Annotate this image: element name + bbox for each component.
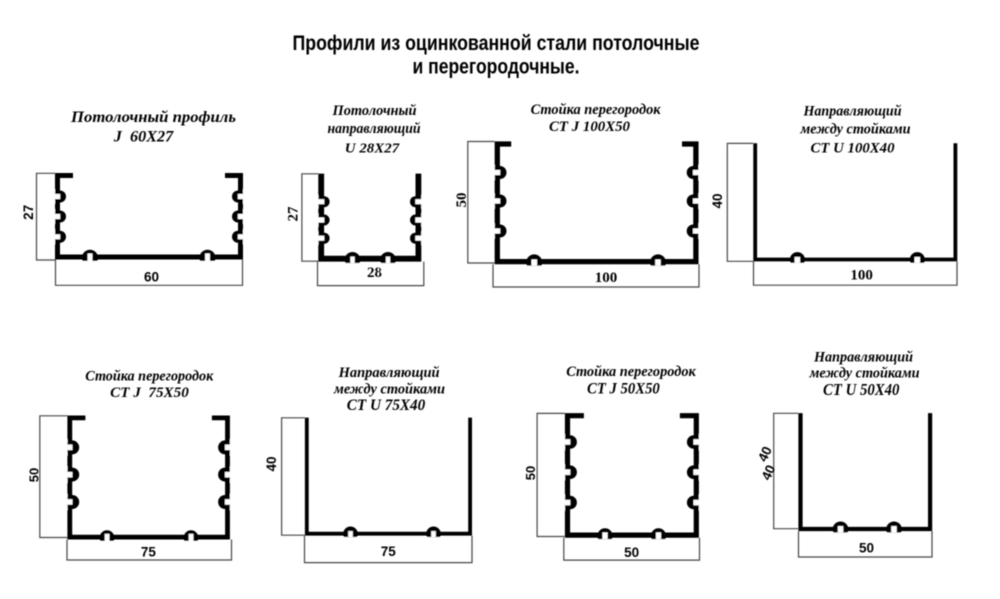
svg-text:J 60X27: J 60X27 bbox=[113, 129, 175, 146]
svg-text:Потолочный: Потолочный bbox=[332, 103, 417, 119]
svg-text:50: 50 bbox=[523, 466, 538, 480]
svg-text:100: 100 bbox=[850, 268, 873, 284]
svg-text:и перегородочные.: и перегородочные. bbox=[413, 56, 580, 79]
svg-text:Направляющий: Направляющий bbox=[813, 350, 913, 366]
svg-text:между стойками: между стойками bbox=[333, 382, 445, 398]
svg-text:Направляющий: Направляющий bbox=[803, 104, 902, 120]
svg-text:75: 75 bbox=[381, 544, 397, 559]
svg-text:между стойками: между стойками bbox=[800, 122, 911, 138]
svg-text:Стойка перегородок: Стойка перегородок bbox=[531, 102, 661, 118]
svg-text:28: 28 bbox=[367, 265, 382, 281]
svg-text:75: 75 bbox=[141, 544, 157, 559]
svg-text:Профили из оцинкованной стали: Профили из оцинкованной стали потолочные bbox=[293, 32, 700, 55]
svg-text:СТ U 50X40: СТ U 50X40 bbox=[823, 380, 899, 399]
svg-text:50: 50 bbox=[624, 545, 639, 560]
svg-text:27: 27 bbox=[21, 205, 36, 220]
svg-text:40: 40 bbox=[264, 456, 279, 471]
svg-text:100: 100 bbox=[595, 270, 618, 286]
svg-text:40: 40 bbox=[710, 193, 725, 208]
svg-text:Направляющий: Направляющий bbox=[338, 365, 440, 381]
svg-text:40: 40 bbox=[758, 463, 778, 483]
svg-text:50: 50 bbox=[26, 468, 41, 482]
svg-text:Стойка перегородок: Стойка перегородок bbox=[566, 364, 696, 380]
svg-text:60: 60 bbox=[144, 270, 159, 285]
svg-text:40: 40 bbox=[755, 444, 775, 464]
svg-text:СТ J 50X50: СТ J 50X50 bbox=[587, 381, 660, 398]
svg-text:50: 50 bbox=[454, 193, 470, 208]
svg-text:СТ U 100X40: СТ U 100X40 bbox=[811, 140, 895, 156]
svg-text:СТ J 75X50: СТ J 75X50 bbox=[110, 385, 189, 401]
svg-text:направляющий: направляющий bbox=[328, 121, 421, 137]
svg-text:СТ U 75X40: СТ U 75X40 bbox=[347, 397, 426, 414]
svg-text:50: 50 bbox=[859, 540, 874, 555]
svg-text:Стойка перегородок: Стойка перегородок bbox=[85, 369, 214, 385]
svg-text:U 28X27: U 28X27 bbox=[345, 142, 400, 157]
svg-text:СТ J 100X50: СТ J 100X50 bbox=[549, 119, 630, 135]
svg-text:между стойками: между стойками bbox=[809, 366, 920, 382]
svg-text:Потолочный профиль: Потолочный профиль bbox=[70, 109, 236, 126]
svg-text:27: 27 bbox=[286, 206, 302, 222]
